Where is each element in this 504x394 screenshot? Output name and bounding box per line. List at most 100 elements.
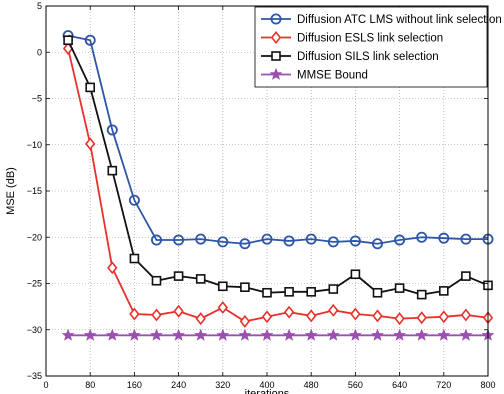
x-tick-label: 240: [171, 380, 186, 390]
x-tick-label: 0: [43, 380, 48, 390]
data-point: [282, 328, 296, 341]
data-point: [85, 82, 95, 93]
data-point: [83, 328, 97, 341]
x-tick-label: 800: [480, 380, 495, 390]
x-tick-label: 80: [85, 380, 95, 390]
data-point: [217, 236, 229, 248]
data-point: [394, 312, 405, 326]
y-tick-label: −10: [27, 140, 42, 150]
data-point: [394, 283, 405, 293]
data-point: [305, 233, 317, 245]
data-point: [129, 307, 140, 321]
legend-marker: [269, 67, 283, 80]
data-point: [328, 303, 339, 317]
data-point: [85, 137, 96, 151]
data-point: [349, 235, 361, 247]
data-point: [150, 234, 162, 246]
x-tick-label: 480: [304, 380, 319, 390]
x-tick-label: 720: [436, 380, 451, 390]
data-point: [105, 328, 119, 341]
data-point: [416, 311, 427, 325]
data-point: [438, 286, 449, 296]
data-point: [372, 287, 383, 298]
data-point: [437, 328, 451, 341]
data-point: [261, 233, 273, 245]
data-point: [107, 165, 118, 176]
data-point: [371, 328, 384, 341]
x-tick-label: 640: [392, 380, 407, 390]
data-point: [172, 328, 185, 341]
legend-label: MMSE Bound: [297, 70, 368, 82]
y-tick-label: −20: [27, 232, 42, 242]
data-point: [195, 274, 206, 284]
y-tick-label: −15: [27, 186, 42, 196]
y-tick-label: 5: [37, 1, 42, 11]
data-point: [173, 234, 185, 246]
data-point: [173, 304, 184, 318]
data-point: [173, 271, 184, 281]
x-tick-label: 320: [215, 380, 230, 390]
data-point: [371, 238, 383, 250]
data-point: [328, 284, 339, 294]
series-1: [62, 42, 494, 328]
y-tick-label: −35: [27, 371, 42, 381]
data-point: [194, 328, 208, 341]
data-point: [416, 289, 427, 300]
y-tick-label: −30: [27, 325, 42, 335]
y-axis-label: MSE (dB): [5, 167, 17, 215]
data-point: [61, 328, 75, 341]
data-point: [151, 308, 162, 322]
data-point: [239, 314, 251, 328]
data-point: [262, 287, 272, 298]
x-tick-label: 400: [259, 380, 274, 390]
data-point: [239, 238, 251, 250]
data-point: [350, 307, 361, 321]
data-point: [460, 233, 472, 245]
data-point: [438, 232, 450, 244]
legend-marker: [271, 51, 281, 61]
data-point: [304, 328, 318, 341]
series-line: [67, 48, 489, 323]
data-point: [216, 328, 230, 341]
data-point: [63, 35, 73, 46]
data-point: [350, 269, 361, 280]
data-point: [150, 328, 163, 341]
legend-marker: [270, 13, 282, 25]
data-point: [151, 275, 162, 286]
data-point: [195, 233, 207, 245]
series-2: [63, 35, 493, 300]
data-point: [306, 287, 317, 297]
data-point: [261, 310, 273, 324]
data-point: [284, 287, 294, 297]
series-0: [62, 30, 494, 250]
data-point: [306, 309, 317, 323]
data-point: [460, 308, 472, 322]
data-point: [128, 328, 141, 341]
data-point: [438, 310, 449, 324]
data-point: [326, 328, 340, 341]
legend-marker: [270, 31, 282, 44]
series-3: [61, 328, 495, 341]
data-point: [128, 194, 140, 206]
data-point: [416, 231, 428, 243]
data-point: [461, 271, 471, 281]
data-point: [84, 34, 96, 46]
legend-label: Diffusion SILS link selection: [297, 51, 439, 63]
data-point: [415, 328, 429, 341]
legend-label: Diffusion ESLS link selection: [297, 33, 443, 45]
data-point: [283, 235, 295, 247]
legend-box: [254, 6, 488, 88]
data-point: [283, 305, 295, 319]
y-tick-label: −5: [32, 94, 42, 104]
data-point: [218, 281, 228, 292]
axis-ticks: 0 80 160 240 320 400 480 560 640 720 800 5 0 −5 −10 −15…: [27, 1, 496, 390]
data-point: [372, 309, 383, 323]
data-point: [240, 282, 250, 293]
series-line: [67, 34, 488, 245]
data-point: [260, 328, 274, 341]
data-point: [349, 328, 362, 341]
data-point: [393, 328, 406, 341]
data-point: [195, 312, 206, 326]
data-point: [107, 261, 118, 275]
